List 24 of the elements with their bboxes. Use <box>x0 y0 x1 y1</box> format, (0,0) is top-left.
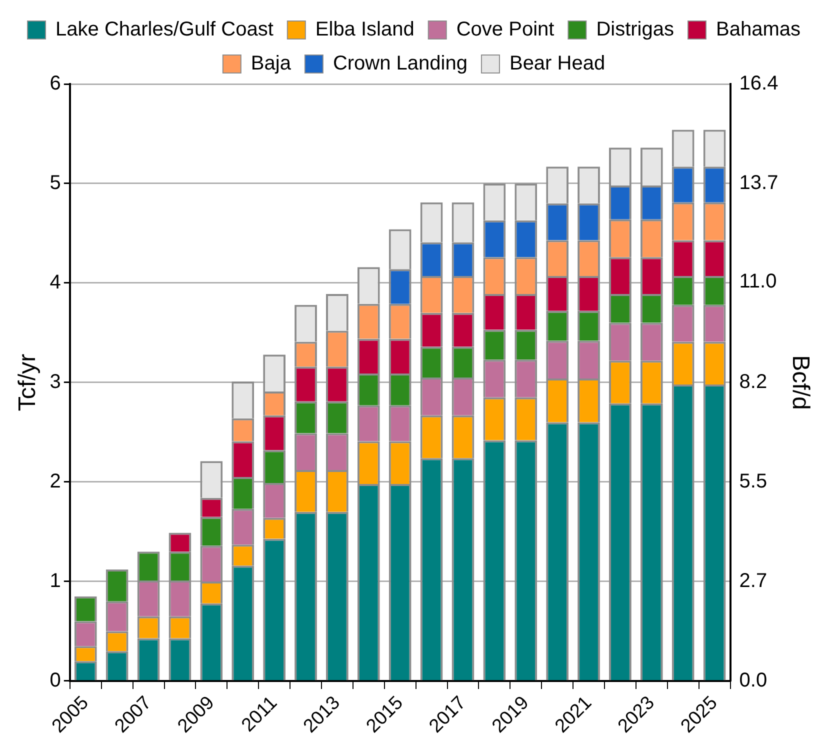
y-tick-label: 4 <box>50 272 61 294</box>
legend-label: Bear Head <box>509 52 606 75</box>
legend-label: Elba Island <box>315 18 414 41</box>
legend-label: Distrigas <box>596 18 674 41</box>
y2-tick-label: 0.0 <box>739 670 768 692</box>
legend-label: Lake Charles/Gulf Coast <box>56 18 274 41</box>
y-tick-label: 2 <box>50 470 61 493</box>
legend-label: Crown Landing <box>332 52 468 75</box>
y2-tick-label: 16.4 <box>739 72 778 95</box>
y-tick-label: 3 <box>50 371 61 394</box>
y-tick-label: 6 <box>50 72 61 95</box>
y2-axis-title: Bcf/d <box>786 355 814 410</box>
y-tick-label: 5 <box>50 172 61 194</box>
legend-label: Bahamas <box>716 18 800 41</box>
y2-tick-label: 11.0 <box>739 270 777 293</box>
y2-tick-label: 5.5 <box>739 470 768 492</box>
legend-label: Baja <box>250 52 292 75</box>
legend-label: Cove Point <box>456 18 555 41</box>
y-axis-title: Tcf/yr <box>14 354 42 412</box>
y-tick-label: 0 <box>50 670 61 692</box>
y-tick-label: 1 <box>50 570 61 592</box>
y2-tick-label: 8.2 <box>739 371 768 394</box>
y2-tick-label: 13.7 <box>739 172 778 194</box>
y2-tick-label: 2.7 <box>739 570 768 592</box>
